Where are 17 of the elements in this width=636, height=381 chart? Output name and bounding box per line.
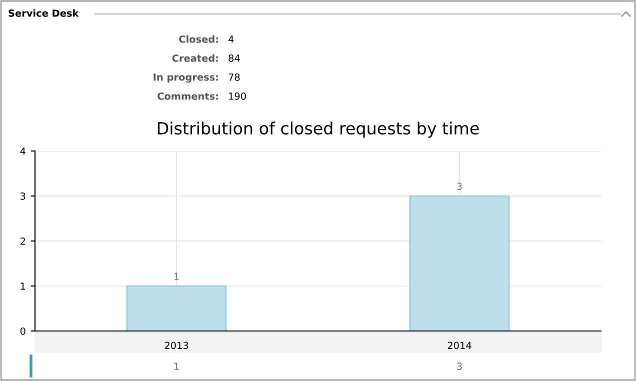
text: Created: 84: [172, 54, 240, 62]
annotation: 1: [174, 272, 179, 280]
x-tick-label: 2013: [164, 342, 188, 350]
y-tick-label: 0: [20, 327, 26, 335]
text: Closed: 4: [179, 35, 234, 43]
y-tick-label: 4: [20, 148, 26, 155]
x-tick-label: 2014: [448, 342, 472, 350]
y-tick-label: 3: [20, 192, 26, 200]
text: In progress: 78: [154, 73, 240, 83]
data-label: 1: [174, 362, 179, 370]
y-tick-label: 1: [20, 282, 26, 290]
y-tick-label: 2: [20, 237, 25, 245]
annotation: 3: [457, 182, 462, 190]
chart-title: Distribution of closed requests by time: [158, 122, 479, 138]
text: Comments: 190: [158, 92, 246, 100]
chart-subtitle: Service Desk: [8, 9, 79, 17]
data-label: 3: [457, 362, 462, 370]
